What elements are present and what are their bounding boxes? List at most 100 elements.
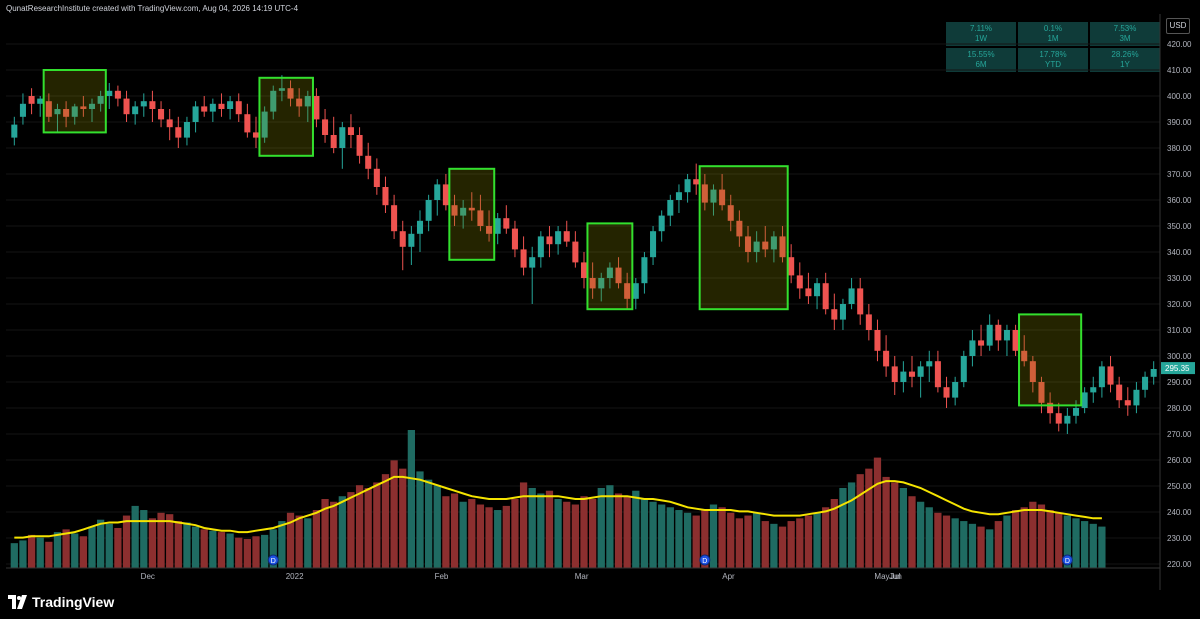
- volume-bar: [761, 521, 769, 568]
- candle-body: [1133, 389, 1140, 406]
- candle-body: [719, 189, 726, 206]
- candle-body: [805, 288, 812, 297]
- price-tick-label: 390.00: [1167, 118, 1192, 127]
- candle-body: [667, 200, 674, 216]
- time-tick-label: Apr: [722, 572, 735, 581]
- volume-bar: [623, 496, 631, 568]
- time-tick-label: Feb: [435, 572, 449, 581]
- candle-body: [1142, 376, 1149, 390]
- volume-bar: [122, 515, 131, 568]
- candles: [11, 75, 1157, 434]
- candle-body: [848, 288, 855, 304]
- volume-bar: [88, 526, 96, 568]
- candle-body: [572, 241, 579, 263]
- volume-bar: [373, 482, 381, 568]
- volume-bar: [632, 490, 640, 568]
- candle-body: [839, 304, 846, 320]
- highlight-box: [1018, 313, 1083, 407]
- candle-body: [244, 114, 251, 133]
- volume-bar: [528, 487, 536, 568]
- candle-body: [917, 366, 924, 377]
- candle-body: [995, 324, 1002, 341]
- candle-body: [693, 179, 700, 185]
- tradingview-logo-icon: [8, 595, 27, 609]
- dividend-marker-icon: [267, 554, 279, 566]
- candle-body: [399, 231, 406, 247]
- candle-body: [1107, 366, 1114, 385]
- highlight-box: [448, 167, 496, 261]
- dividend-marker-label: D: [702, 558, 707, 565]
- time-tick-label: Jun: [889, 572, 902, 581]
- candle-body: [822, 283, 829, 310]
- volume-bar: [1020, 507, 1028, 568]
- candle-body: [641, 257, 648, 284]
- candle-body: [425, 200, 432, 221]
- dividend-marker-icon: [1061, 554, 1073, 566]
- candle-body: [227, 101, 234, 109]
- volume-bar: [683, 512, 692, 568]
- candle-body: [978, 340, 985, 346]
- volume-bar: [166, 514, 174, 568]
- volume-bar: [960, 521, 968, 568]
- candle-body: [606, 267, 613, 278]
- volume-bar: [813, 512, 821, 568]
- candle-body: [201, 106, 208, 112]
- price-tick-label: 260.00: [1167, 456, 1192, 465]
- price-tick-label: 400.00: [1167, 92, 1192, 101]
- candle-body: [347, 127, 354, 135]
- candle-body: [468, 207, 475, 211]
- candle-body: [278, 88, 285, 91]
- volume-bar: [675, 510, 683, 568]
- volume-bar: [19, 540, 27, 568]
- candle-body: [952, 382, 959, 398]
- volume-bar: [977, 526, 985, 568]
- candle-body: [865, 314, 872, 330]
- volume-bar: [727, 512, 735, 568]
- volume-bar: [934, 512, 942, 568]
- volume-bar: [36, 537, 44, 568]
- volume-bar: [399, 468, 407, 568]
- volume-bar: [157, 512, 165, 568]
- volume-bar: [701, 510, 709, 568]
- volume-bar: [822, 507, 830, 568]
- price-chart[interactable]: 220.00 230.00 240.00 250.00 260.00 270.00 280.…: [0, 0, 1200, 590]
- candle-body: [926, 361, 933, 367]
- volume-bar: [131, 505, 139, 568]
- volume-bar: [1098, 526, 1106, 568]
- price-tick-label: 330.00: [1167, 274, 1192, 283]
- volume-bar: [226, 533, 234, 568]
- volume-bar: [485, 507, 493, 568]
- volume-bar: [666, 507, 674, 568]
- volume-bar: [571, 504, 579, 568]
- candle-body: [727, 205, 734, 221]
- volume-bar: [79, 536, 87, 568]
- volume-ma-path: [14, 475, 1102, 539]
- volume-bar: [787, 521, 795, 568]
- candle-body: [63, 109, 70, 117]
- highlight-boxes: [42, 69, 1083, 407]
- candle-body: [969, 340, 976, 356]
- currency-label[interactable]: USD: [1166, 18, 1190, 34]
- candle-body: [589, 278, 596, 289]
- volume-bar: [554, 499, 562, 568]
- candle-body: [762, 241, 769, 250]
- volume-bar: [658, 504, 666, 568]
- candle-body: [45, 101, 52, 117]
- price-axis: 220.00 230.00 240.00 250.00 260.00 270.00 280.…: [1159, 14, 1195, 590]
- candle-body: [123, 98, 130, 115]
- candle-body: [537, 236, 544, 258]
- volume-bar: [97, 519, 105, 568]
- candle-body: [1038, 382, 1045, 403]
- perf-cell: 28.26% 1Y: [1090, 48, 1160, 72]
- volume-bar: [71, 533, 79, 568]
- candle-body: [891, 366, 898, 382]
- candle-body: [779, 236, 786, 258]
- candle-body: [313, 96, 320, 120]
- volume-bar: [295, 515, 303, 568]
- candle-body: [209, 103, 216, 112]
- price-tick-label: 270.00: [1167, 430, 1192, 439]
- volume-bar: [416, 471, 424, 568]
- candle-body: [1072, 408, 1080, 416]
- candle-body: [356, 135, 363, 156]
- volume-bar: [304, 518, 312, 568]
